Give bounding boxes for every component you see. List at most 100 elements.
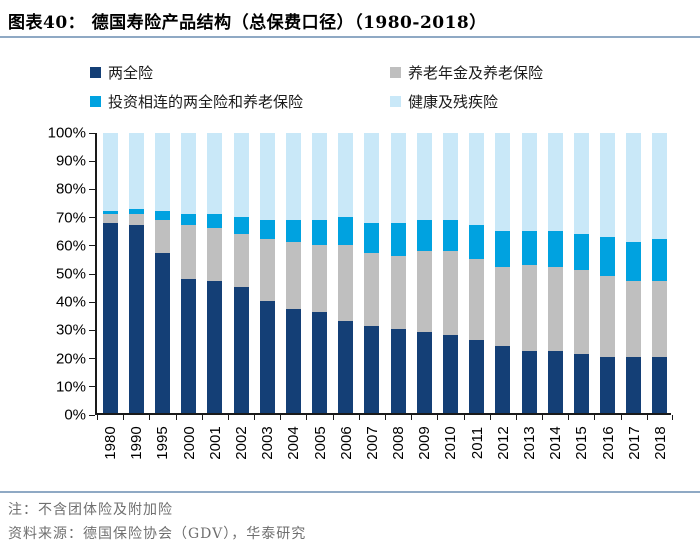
bar-segment-series1 <box>626 281 642 357</box>
bar-segment-series3 <box>181 133 197 215</box>
y-tick-mark <box>89 301 95 303</box>
bar-segment-series0 <box>652 357 668 413</box>
x-axis-label: 2018 <box>651 426 669 460</box>
bar-segment-series1 <box>600 275 616 357</box>
bar-2017 <box>626 133 642 413</box>
bar-segment-series1 <box>154 219 170 254</box>
y-axis-label: 100% <box>47 124 86 142</box>
y-tick-mark <box>89 245 95 247</box>
x-tick-mark <box>568 415 570 420</box>
bar-2016 <box>600 133 616 413</box>
bar-segment-series3 <box>364 133 380 223</box>
bar-segment-series0 <box>442 334 458 413</box>
bar-segment-series3 <box>547 133 563 232</box>
bar-2006 <box>338 133 354 413</box>
bar-2013 <box>521 133 537 413</box>
bar-segment-series0 <box>521 351 537 413</box>
bar-segment-series0 <box>312 312 328 413</box>
y-axis-label: 50% <box>55 265 86 283</box>
bar-2002 <box>233 133 249 413</box>
bar-segment-series1 <box>364 253 380 327</box>
y-tick-mark <box>89 414 95 416</box>
x-tick-mark <box>515 415 517 420</box>
bar-segment-series2 <box>338 217 354 246</box>
bar-2014 <box>547 133 563 413</box>
bar-segment-series2 <box>469 225 485 260</box>
y-axis-label: 70% <box>55 209 86 227</box>
bar-segment-series2 <box>442 219 458 251</box>
footer-divider <box>0 491 700 493</box>
bar-segment-series0 <box>547 351 563 413</box>
bar-segment-series1 <box>338 245 354 321</box>
bar-segment-series1 <box>495 267 511 346</box>
bar-segment-series1 <box>207 228 223 282</box>
bar-segment-series3 <box>600 133 616 237</box>
legend-swatch-icon <box>90 67 101 78</box>
bar-segment-series2 <box>312 219 328 246</box>
bar-segment-series3 <box>390 133 406 223</box>
bar-segment-series3 <box>128 133 144 209</box>
bar-segment-series0 <box>128 225 144 413</box>
bar-2012 <box>495 133 511 413</box>
x-tick-mark <box>489 415 491 420</box>
bar-segment-series1 <box>285 242 301 310</box>
bar-segment-series2 <box>600 236 616 276</box>
bar-segment-series2 <box>102 211 118 215</box>
y-tick-mark <box>89 329 95 331</box>
y-tick-mark <box>89 273 95 275</box>
bar-2008 <box>390 133 406 413</box>
bar-segment-series1 <box>259 239 275 301</box>
x-tick-mark <box>385 415 386 420</box>
legend-swatch-icon <box>90 96 101 107</box>
bar-segment-series2 <box>128 208 144 215</box>
bar-2015 <box>573 133 589 413</box>
bar-segment-series1 <box>442 250 458 335</box>
bar-segment-series1 <box>233 233 249 287</box>
bar-segment-series0 <box>495 345 511 413</box>
bar-segment-series0 <box>259 301 275 413</box>
bar-segment-series3 <box>207 133 223 215</box>
bar-segment-series3 <box>338 133 354 218</box>
bar-segment-series3 <box>312 133 328 220</box>
bar-segment-series0 <box>573 354 589 413</box>
bar-segment-series3 <box>154 133 170 212</box>
x-tick-mark <box>646 415 648 420</box>
bar-2003 <box>259 133 275 413</box>
bar-segment-series1 <box>128 214 144 226</box>
y-axis-label: 80% <box>55 180 86 198</box>
legend-label: 投资相连的两全险和养老保险 <box>108 93 304 111</box>
y-axis-label: 90% <box>55 152 86 170</box>
bar-segment-series2 <box>495 231 511 268</box>
bar-segment-series3 <box>626 133 642 243</box>
legend-label: 养老年金及养老保险 <box>408 64 544 82</box>
chart-title: 图表40： 德国寿险产品结构（总保费口径）（1980-2018） <box>8 13 487 33</box>
chart-source: 资料来源：德国保险协会（GDV），华泰研究 <box>8 526 307 542</box>
bar-segment-series3 <box>652 133 668 240</box>
legend-item-0: 两全险 <box>90 62 390 83</box>
bar-2009 <box>416 133 432 413</box>
bar-2010 <box>442 133 458 413</box>
bar-segment-series2 <box>259 219 275 240</box>
x-tick-mark <box>175 415 177 420</box>
bar-1990 <box>128 133 144 413</box>
bar-2011 <box>469 133 485 413</box>
x-tick-mark <box>358 415 360 420</box>
bar-segment-series3 <box>469 133 485 226</box>
bar-segment-series2 <box>521 231 537 265</box>
bar-segment-series2 <box>285 219 301 243</box>
bar-segment-series0 <box>233 287 249 413</box>
x-tick-mark <box>437 415 439 420</box>
bar-2004 <box>285 133 301 413</box>
bar-segment-series2 <box>626 242 642 282</box>
bar-segment-series0 <box>207 281 223 413</box>
bar-segment-series2 <box>233 217 249 234</box>
x-tick-mark <box>332 415 334 420</box>
legend-swatch-icon <box>390 67 401 78</box>
bar-1980 <box>102 133 118 413</box>
bar-segment-series0 <box>416 331 432 413</box>
y-axis-label: 60% <box>55 237 86 255</box>
bar-segment-series1 <box>390 256 406 329</box>
bar-segment-series3 <box>521 133 537 232</box>
bar-segment-series2 <box>547 231 563 268</box>
y-tick-mark <box>89 217 95 219</box>
